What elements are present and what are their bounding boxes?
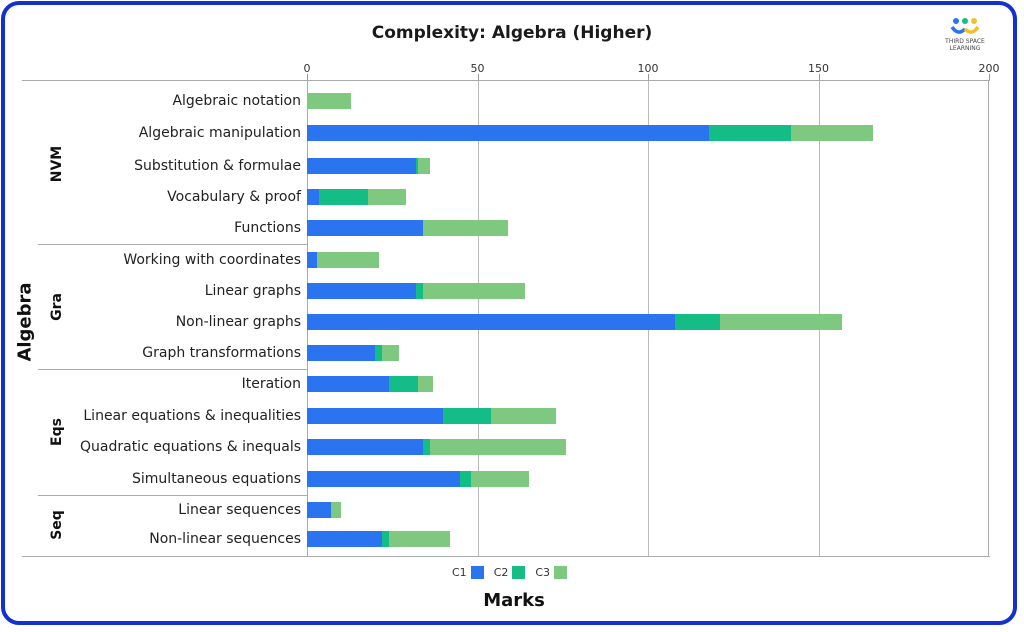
bottom-axis-line (22, 556, 990, 557)
x-tick-mark (989, 74, 990, 80)
category-label: Linear equations & inequalities (83, 408, 301, 424)
x-axis-title: Marks (483, 590, 545, 611)
bar-segment-c2 (675, 314, 720, 330)
legend-swatch-c3 (554, 566, 568, 579)
bar-segment-c1 (307, 502, 331, 518)
bar-segment-c1 (307, 314, 676, 330)
bar-segment-c3 (429, 439, 567, 455)
category-label: Linear sequences (178, 502, 301, 518)
bar-segment-c2 (388, 376, 418, 392)
bar-segment-c3 (422, 220, 509, 236)
legend-label-c2: C2 (493, 566, 509, 579)
category-label: Vocabulary & proof (167, 189, 301, 205)
x-tick-mark (307, 74, 308, 80)
bar-segment-c1 (307, 125, 710, 141)
category-label: Algebraic manipulation (138, 125, 301, 141)
category-label: Algebraic notation (172, 93, 301, 109)
x-tick-label: 100 (637, 62, 659, 75)
category-label: Iteration (241, 376, 301, 392)
bar-segment-c1 (307, 252, 318, 268)
category-label: Non-linear graphs (175, 314, 301, 330)
category-label: Simultaneous equations (132, 471, 301, 487)
bar-segment-c2 (443, 408, 492, 424)
bar-segment-c1 (307, 189, 319, 205)
bar-segment-c1 (307, 439, 423, 455)
legend-swatch-c2 (512, 566, 526, 579)
bar-segment-c3 (330, 502, 342, 518)
bar-segment-c2 (318, 189, 369, 205)
group-label-nvm: NVM (49, 145, 65, 183)
category-label: Non-linear sequences (149, 531, 301, 547)
chart-title: Complexity: Algebra (Higher) (371, 23, 653, 43)
y-axis-title: Algebra (14, 282, 36, 362)
bar-segment-c3 (417, 376, 434, 392)
bar-segment-c3 (317, 252, 379, 268)
legend-label-c1: C1 (452, 566, 467, 579)
top-axis-line (22, 80, 990, 81)
group-label-eqs: Eqs (49, 418, 65, 446)
bar-segment-c3 (491, 408, 556, 424)
bar-segment-c3 (422, 283, 526, 299)
category-label: Graph transformations (142, 345, 301, 361)
bar-segment-c2 (375, 345, 382, 361)
bar-segment-c2 (416, 158, 418, 174)
logo-text-line1: THIRD SPACE (945, 38, 985, 45)
bar-segment-c2 (382, 531, 389, 547)
bar-segment-c1 (307, 345, 376, 361)
x-tick-mark (648, 74, 649, 80)
bar-segment-c1 (307, 220, 423, 236)
bar-segment-c2 (709, 125, 792, 141)
x-tick-label: 200 (978, 62, 1000, 75)
category-label: Linear graphs (204, 283, 301, 299)
bar-segment-c3 (382, 345, 400, 361)
bar-segment-c2 (422, 439, 430, 455)
group-separator (38, 244, 307, 245)
category-label: Substitution & formulae (134, 158, 301, 174)
third-space-learning-logo: THIRD SPACE LEARNING (930, 16, 1000, 52)
bar-segment-c1 (307, 531, 383, 547)
category-label: Quadratic equations & inequals (80, 439, 301, 455)
bar-segment-c3 (470, 471, 529, 487)
bar-segment-c3 (791, 125, 874, 141)
chart-frame (1, 1, 1017, 625)
bar-segment-c1 (307, 376, 389, 392)
logo-people-icon (950, 18, 980, 34)
bar-segment-c3 (307, 93, 352, 109)
bar-segment-c3 (368, 189, 406, 205)
category-label: Working with coordinates (123, 252, 301, 268)
group-label-gra: Gra (49, 293, 65, 321)
category-label: Functions (234, 220, 301, 236)
legend: C1 C2 C3 (452, 566, 577, 579)
bar-segment-c3 (417, 158, 430, 174)
bar-segment-c3 (719, 314, 843, 330)
bar-segment-c2 (460, 471, 471, 487)
group-separator (38, 369, 307, 370)
bar-segment-c1 (307, 158, 417, 174)
x-tick-mark (818, 74, 820, 80)
legend-label-c3: C3 (535, 566, 551, 579)
bar-segment-c1 (307, 408, 444, 424)
logo-text-line2: LEARNING (949, 45, 981, 52)
x-tick-label: 50 (470, 62, 485, 75)
x-tick-label: 0 (303, 62, 311, 75)
x-tick-mark (477, 74, 479, 80)
bar-segment-c3 (388, 531, 451, 547)
bar-segment-c2 (416, 283, 423, 299)
x-tick-label: 150 (808, 62, 829, 75)
bar-segment-c1 (307, 283, 417, 299)
group-label-seq: Seq (49, 510, 65, 540)
group-separator (38, 495, 307, 496)
bar-segment-c1 (307, 471, 461, 487)
legend-swatch-c1 (470, 566, 484, 579)
